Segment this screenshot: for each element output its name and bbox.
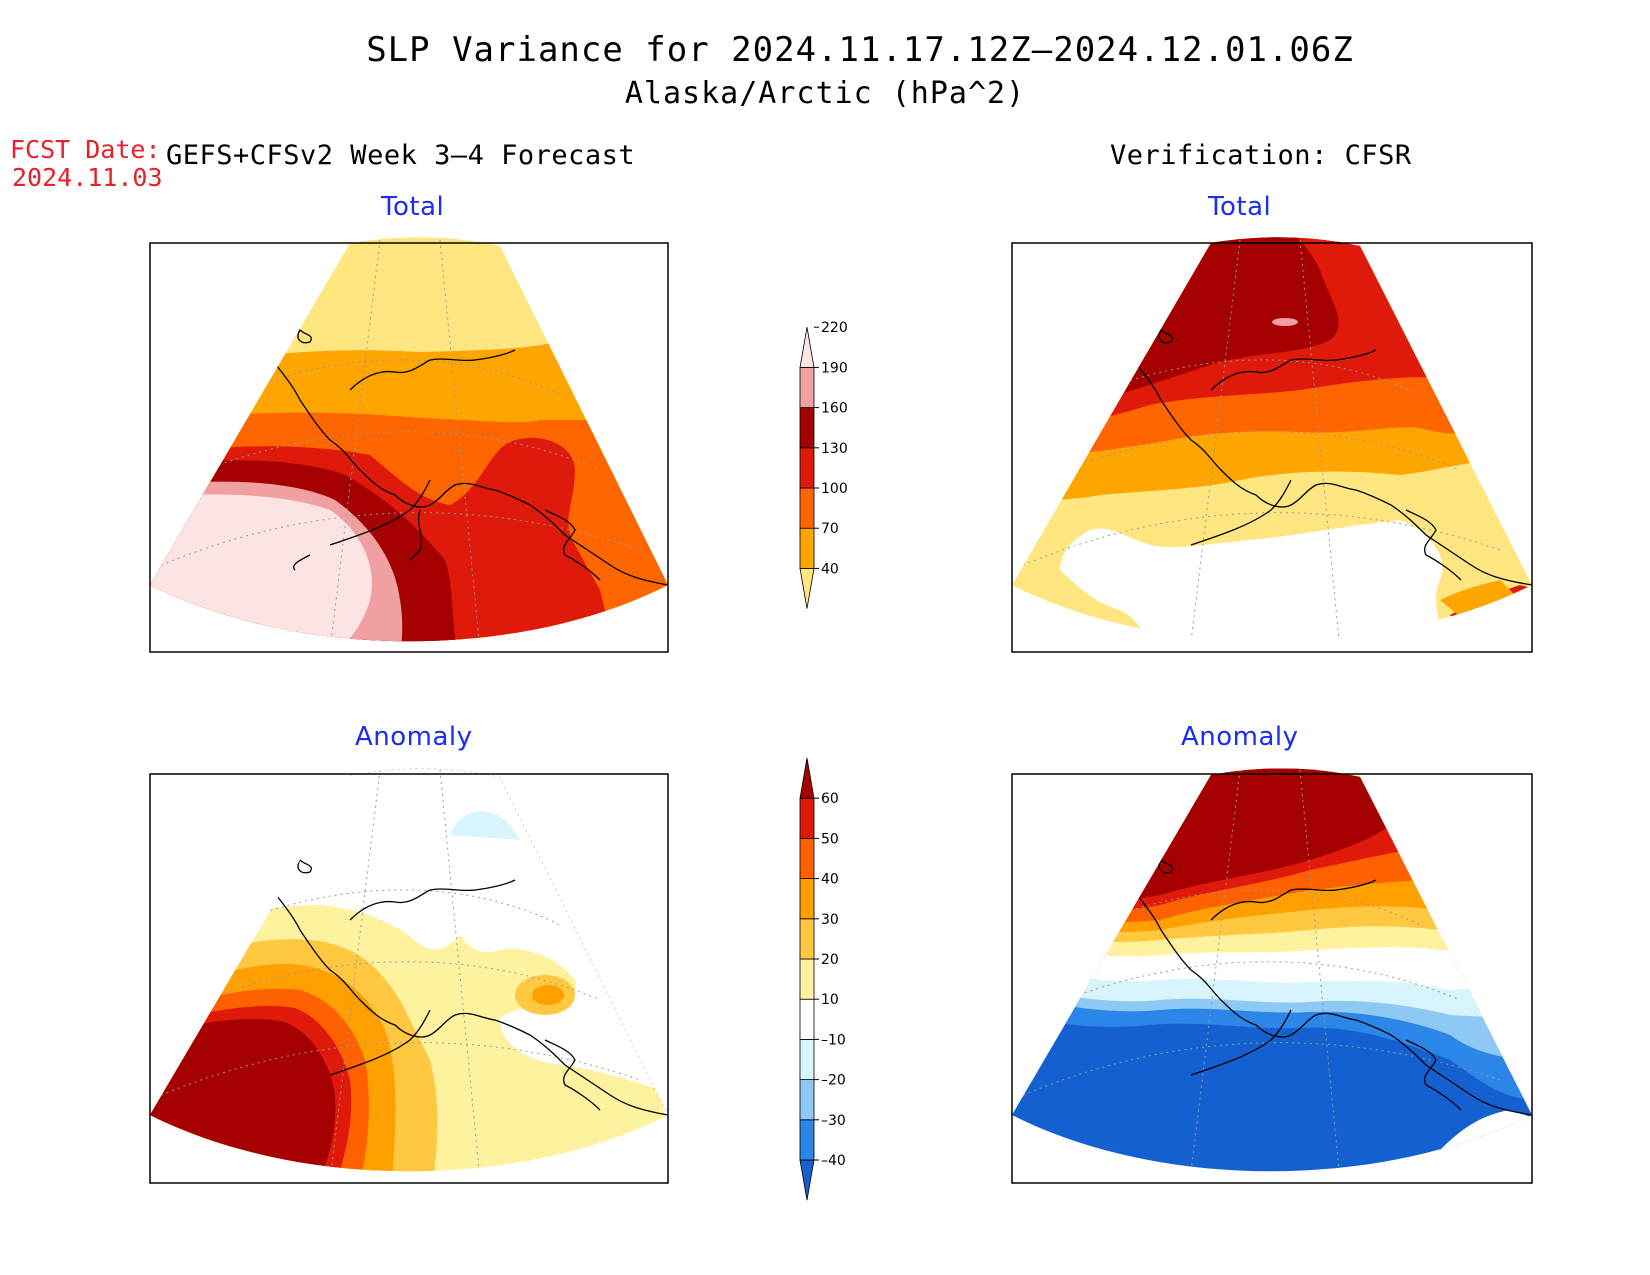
anomaly-colorbar-bin-6 [799, 918, 815, 960]
total-colorbar-bin-3 [799, 447, 815, 489]
total-colorbar-bin-5 [799, 366, 815, 408]
total-colorbar-tick-label-1: 70 [821, 521, 839, 537]
anomaly-colorbar-bin-2 [799, 1079, 815, 1121]
frame-verification-anomaly [1011, 773, 1533, 1184]
anomaly-colorbar-bin-3 [799, 1039, 815, 1081]
anomaly-colorbar-tick-label-2: –20 [821, 1073, 846, 1089]
anomaly-colorbar-bin-9 [799, 797, 815, 839]
forecast-anomaly-map [150, 768, 668, 1172]
anomaly-colorbar-bin-5 [799, 958, 815, 1000]
field-190-220 [1272, 318, 1298, 326]
total-colorbar-tick-label-5: 190 [821, 360, 848, 376]
anomaly-colorbar-tick-label-8: 50 [821, 831, 839, 847]
anomaly-colorbar-tick-label-6: 30 [821, 912, 839, 928]
chart-subtitle: Alaska/Arctic (hPa^2) [624, 76, 1026, 111]
anomaly-colorbar-bin-0 [799, 1159, 815, 1201]
total-colorbar-bin-2 [799, 487, 815, 529]
forecast-heading: GEFS+CFSv2 Week 3–4 Forecast [166, 140, 636, 171]
lat-lon-grid [150, 239, 1501, 1172]
anomaly-colorbar: –40 –30 –20 –10 10 20 30 40 50 60 [799, 757, 846, 1201]
chart-title: SLP Variance for 2024.11.17.12Z–2024.12.… [366, 30, 1354, 70]
total-colorbar-tick-label-2: 100 [821, 481, 848, 497]
field-60-plus [150, 1019, 336, 1172]
field-220-plus [150, 494, 372, 642]
coastlines [264, 328, 1532, 1116]
anomaly-colorbar-bin-8 [799, 838, 815, 880]
panel-frames [149, 242, 1533, 1184]
anomaly-colorbar-tick-label-7: 40 [821, 872, 839, 888]
total-colorbar: 40 70 100 130 160 190 220 [799, 320, 848, 609]
anomaly-colorbar-tick-label-4: 10 [821, 992, 839, 1008]
forecast-total-map [150, 237, 668, 642]
total-colorbar-tick-label-0: 40 [821, 561, 839, 577]
verification-heading: Verification: CFSR [1110, 140, 1412, 171]
anomaly-colorbar-tick-label-1: –30 [821, 1113, 846, 1129]
anomaly-colorbar-bin-7 [799, 878, 815, 920]
panel-title-forecast-anomaly: Anomaly [355, 722, 473, 752]
total-colorbar-bin-4 [799, 407, 815, 449]
frame-verification-total [1011, 242, 1533, 653]
total-colorbar-tick-label-4: 160 [821, 401, 848, 417]
anomaly-colorbar-bin-4 [799, 998, 815, 1040]
fcst-date-label: FCST Date: [10, 135, 161, 164]
total-colorbar-bin-6 [799, 327, 815, 368]
anomaly-colorbar-tick-label-9: 60 [821, 791, 839, 807]
anomaly-colorbar-tick-label-5: 20 [821, 952, 839, 968]
anomaly-colorbar-tick-label-0: –40 [821, 1153, 846, 1169]
panel-title-verification-anomaly: Anomaly [1181, 722, 1299, 752]
panel-title-verification-total: Total [1208, 192, 1272, 222]
field-30-40-east [532, 985, 564, 1005]
verification-anomaly-map [1012, 768, 1532, 1172]
anomaly-colorbar-bin-1 [799, 1119, 815, 1161]
verification-total-map [1012, 237, 1532, 642]
anomaly-colorbar-bin-10 [799, 757, 815, 799]
anomaly-colorbar-tick-label-3: –10 [821, 1032, 846, 1048]
total-colorbar-tick-label-3: 130 [821, 441, 848, 457]
total-colorbar-bin-1 [799, 527, 815, 569]
fcst-date-value: 2024.11.03 [12, 163, 163, 192]
frame-forecast-anomaly [149, 773, 669, 1184]
total-colorbar-tick-label-6: 220 [821, 320, 848, 336]
total-colorbar-bin-0 [799, 568, 815, 609]
frame-forecast-total [149, 242, 669, 653]
panel-title-forecast-total: Total [381, 192, 445, 222]
field-neg-10-20-north [450, 811, 520, 840]
